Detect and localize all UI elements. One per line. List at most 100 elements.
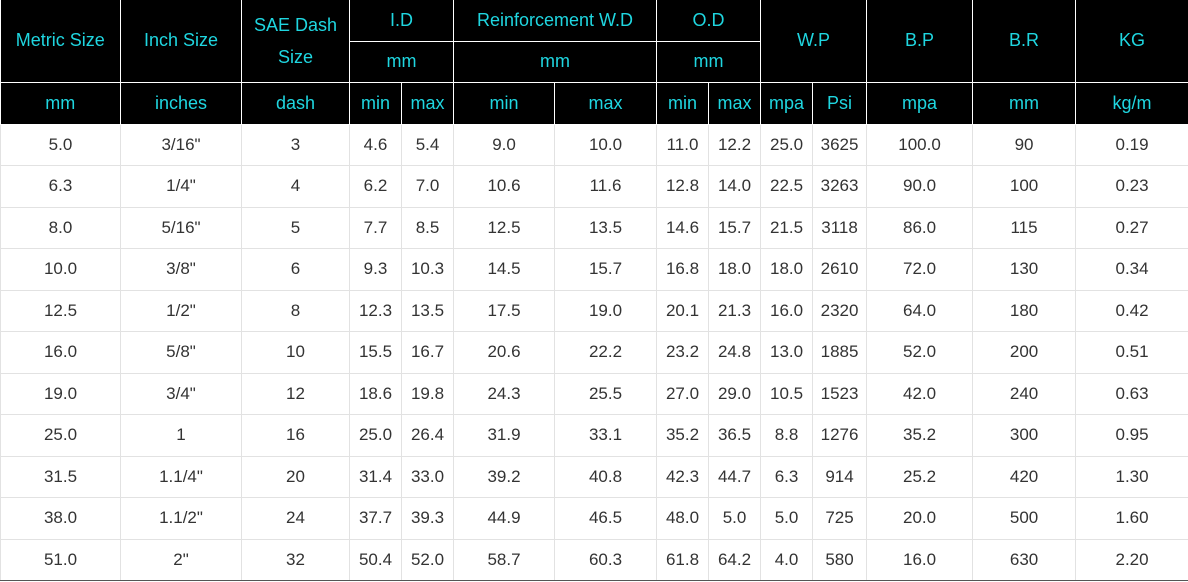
header-row-sub: mm mm mm xyxy=(1,41,1188,83)
cell-br: 420 xyxy=(972,456,1077,498)
cell-rwd-max: 33.1 xyxy=(554,414,658,457)
cell-br: 130 xyxy=(972,248,1077,291)
cell-kg: 0.23 xyxy=(1075,165,1188,208)
cell-od-min: 16.8 xyxy=(656,248,710,291)
cell-wp-mpa: 4.0 xyxy=(760,539,814,581)
unit-wp-psi: Psi xyxy=(812,82,868,125)
cell-od-min: 12.8 xyxy=(656,165,710,208)
header-od: O.D xyxy=(656,0,762,42)
cell-od-max: 44.7 xyxy=(708,456,762,498)
cell-od-max: 14.0 xyxy=(708,165,762,208)
table-row: 6.3 1/4" 4 6.2 7.0 10.6 11.6 12.8 14.0 22.5 3263 90… xyxy=(0,165,1188,208)
cell-br: 500 xyxy=(972,497,1077,540)
cell-id-min: 37.7 xyxy=(349,497,402,540)
unit-rwd-max: max xyxy=(554,82,658,125)
cell-metric-size: 19.0 xyxy=(0,373,121,415)
cell-kg: 0.95 xyxy=(1075,414,1188,457)
cell-metric-size: 5.0 xyxy=(0,124,121,166)
cell-wp-psi: 2320 xyxy=(812,290,868,332)
header-inch-size: Inch Size xyxy=(120,0,242,83)
cell-id-max: 52.0 xyxy=(401,539,455,581)
cell-kg: 1.30 xyxy=(1075,456,1188,498)
cell-wp-mpa: 25.0 xyxy=(760,124,814,166)
cell-id-min: 18.6 xyxy=(349,373,402,415)
cell-rwd-min: 20.6 xyxy=(453,331,556,374)
cell-rwd-max: 46.5 xyxy=(554,497,658,540)
cell-rwd-min: 9.0 xyxy=(453,124,556,166)
cell-id-min: 9.3 xyxy=(349,248,402,291)
cell-inch-size: 3/8" xyxy=(120,248,242,291)
cell-bp: 100.0 xyxy=(866,124,974,166)
cell-sae-dash: 32 xyxy=(241,539,350,581)
cell-wp-psi: 1885 xyxy=(812,331,868,374)
header-row-units: mm inches dash min max min max min max m… xyxy=(0,82,1188,125)
cell-br: 180 xyxy=(972,290,1077,332)
cell-wp-mpa: 5.0 xyxy=(760,497,814,540)
table-row: 12.5 1/2" 8 12.3 13.5 17.5 19.0 20.1 21.3 16.0 232… xyxy=(0,290,1188,332)
cell-od-max: 21.3 xyxy=(708,290,762,332)
cell-id-max: 10.3 xyxy=(401,248,455,291)
cell-id-max: 33.0 xyxy=(401,456,455,498)
cell-metric-size: 16.0 xyxy=(0,331,121,374)
cell-od-max: 36.5 xyxy=(708,414,762,457)
table-row: 51.0 2" 32 50.4 52.0 58.7 60.3 61.8 64.2 4.0 580 16… xyxy=(0,539,1188,581)
cell-bp: 86.0 xyxy=(866,207,974,249)
cell-kg: 2.20 xyxy=(1075,539,1188,581)
cell-rwd-max: 11.6 xyxy=(554,165,658,208)
cell-id-min: 15.5 xyxy=(349,331,402,374)
cell-br: 115 xyxy=(972,207,1077,249)
cell-wp-mpa: 6.3 xyxy=(760,456,814,498)
cell-od-min: 61.8 xyxy=(656,539,710,581)
cell-wp-psi: 3263 xyxy=(812,165,868,208)
header-reinforcement: Reinforcement W.D xyxy=(453,0,658,42)
cell-id-max: 5.4 xyxy=(401,124,455,166)
cell-od-min: 20.1 xyxy=(656,290,710,332)
cell-bp: 25.2 xyxy=(866,456,974,498)
cell-od-min: 48.0 xyxy=(656,497,710,540)
cell-rwd-max: 19.0 xyxy=(554,290,658,332)
cell-sae-dash: 24 xyxy=(241,497,350,540)
cell-od-min: 27.0 xyxy=(656,373,710,415)
cell-wp-mpa: 10.5 xyxy=(760,373,814,415)
cell-kg: 0.51 xyxy=(1075,331,1188,374)
cell-metric-size: 8.0 xyxy=(0,207,121,249)
header-id: I.D xyxy=(349,0,455,42)
cell-sae-dash: 6 xyxy=(241,248,350,291)
cell-bp: 20.0 xyxy=(866,497,974,540)
cell-rwd-max: 40.8 xyxy=(554,456,658,498)
cell-rwd-max: 15.7 xyxy=(554,248,658,291)
unit-od-max: max xyxy=(708,82,762,125)
cell-rwd-max: 22.2 xyxy=(554,331,658,374)
cell-bp: 72.0 xyxy=(866,248,974,291)
cell-od-min: 14.6 xyxy=(656,207,710,249)
cell-rwd-max: 60.3 xyxy=(554,539,658,581)
cell-id-min: 50.4 xyxy=(349,539,402,581)
cell-kg: 0.27 xyxy=(1075,207,1188,249)
cell-bp: 35.2 xyxy=(866,414,974,457)
cell-od-min: 11.0 xyxy=(656,124,710,166)
header-wp: W.P xyxy=(760,0,868,83)
cell-wp-mpa: 22.5 xyxy=(760,165,814,208)
cell-inch-size: 2" xyxy=(120,539,242,581)
cell-kg: 1.60 xyxy=(1075,497,1188,540)
cell-wp-mpa: 13.0 xyxy=(760,331,814,374)
table-row: 5.0 3/16" 3 4.6 5.4 9.0 10.0 11.0 12.2 25.0 3625 10… xyxy=(0,124,1188,166)
header-metric-size: Metric Size xyxy=(0,0,121,83)
header-reinforcement-unit: mm xyxy=(453,41,658,83)
cell-id-min: 6.2 xyxy=(349,165,402,208)
cell-wp-psi: 2610 xyxy=(812,248,868,291)
cell-rwd-min: 14.5 xyxy=(453,248,556,291)
cell-bp: 64.0 xyxy=(866,290,974,332)
cell-br: 630 xyxy=(972,539,1077,581)
cell-rwd-min: 39.2 xyxy=(453,456,556,498)
unit-metric: mm xyxy=(0,82,121,125)
cell-rwd-max: 25.5 xyxy=(554,373,658,415)
table-row: 38.0 1.1/2" 24 37.7 39.3 44.9 46.5 48.0 5.0 5.0 72… xyxy=(0,497,1188,540)
table-row: 16.0 5/8" 10 15.5 16.7 20.6 22.2 23.2 24.8 13.0 18… xyxy=(0,331,1188,374)
cell-bp: 90.0 xyxy=(866,165,974,208)
cell-metric-size: 25.0 xyxy=(0,414,121,457)
cell-id-max: 19.8 xyxy=(401,373,455,415)
cell-metric-size: 38.0 xyxy=(0,497,121,540)
cell-bp: 42.0 xyxy=(866,373,974,415)
